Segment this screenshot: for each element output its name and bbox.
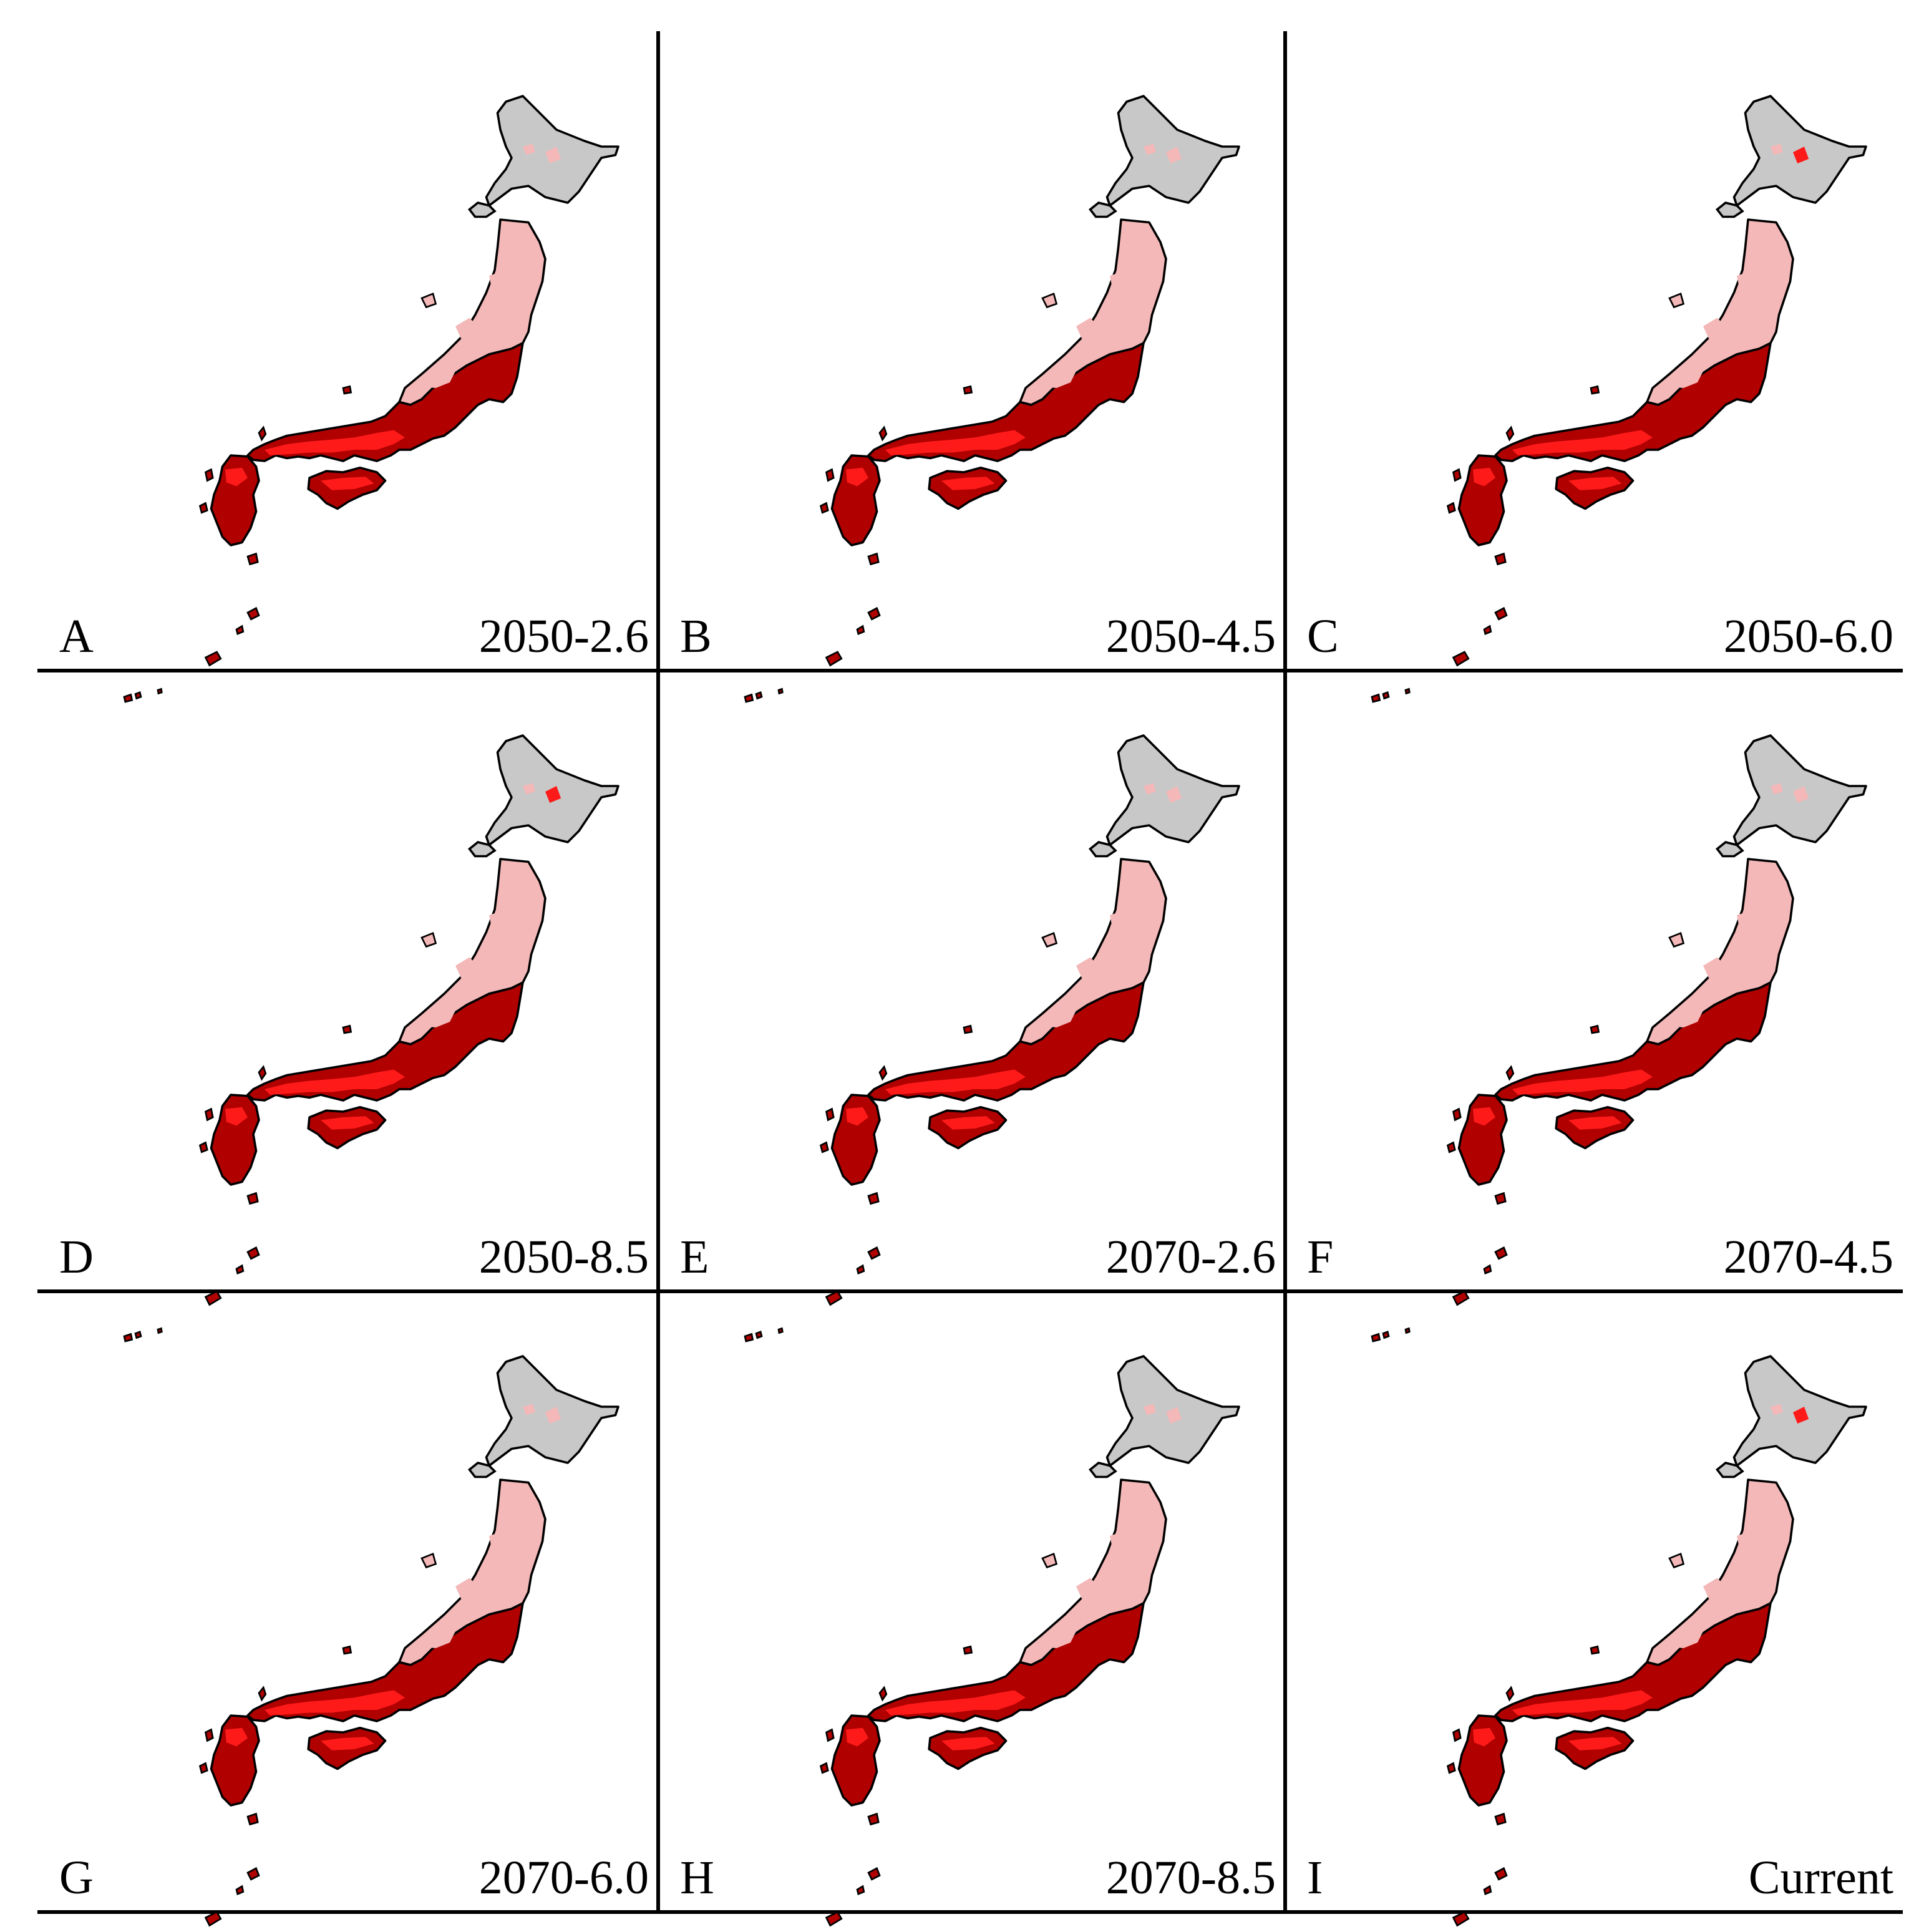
japan-map xyxy=(123,95,619,703)
japan-map xyxy=(744,95,1240,703)
japan-map xyxy=(1371,734,1867,1342)
map-panel-h: H 2070-8.5 xyxy=(680,1355,1276,1932)
panel-letter: B xyxy=(680,610,712,663)
hokkaido-suitability-spot xyxy=(1793,786,1809,803)
panel-scenario-label: 2050-6.0 xyxy=(1724,610,1893,663)
map-panel-d: D 2050-8.5 xyxy=(59,734,649,1342)
panel-scenario-label: 2050-4.5 xyxy=(1106,610,1276,663)
panel-scenario-label: 2070-6.0 xyxy=(479,1852,649,1904)
japan-map xyxy=(123,734,619,1342)
japan-map xyxy=(1371,1355,1867,1932)
hokkaido-suitability-spot xyxy=(1771,1404,1783,1415)
map-panel-c: C 2050-6.0 xyxy=(1307,95,1893,703)
hokkaido-suitability-spot xyxy=(1166,786,1182,803)
panel-scenario-label: 2070-4.5 xyxy=(1724,1231,1893,1283)
panel-grid xyxy=(37,31,1903,1914)
panel-letter: H xyxy=(680,1852,714,1904)
hokkaido-suitability-spot xyxy=(523,1404,535,1415)
hokkaido-suitability-spot xyxy=(1771,143,1783,155)
hokkaido-suitability-spot xyxy=(1793,1407,1809,1424)
panel-scenario-label: 2050-2.6 xyxy=(479,610,649,663)
japan-map xyxy=(1371,95,1867,703)
panel-scenario-label: Current xyxy=(1749,1852,1893,1904)
hokkaido-suitability-spot xyxy=(523,783,535,795)
panel-scenario-label: 2070-2.6 xyxy=(1106,1231,1276,1283)
hokkaido-suitability-spot xyxy=(1144,783,1156,795)
map-panel-e: E 2070-2.6 xyxy=(680,734,1276,1342)
hokkaido-suitability-spot xyxy=(523,143,535,155)
panel-letter: D xyxy=(59,1231,94,1283)
map-panel-g: G 2070-6.0 xyxy=(59,1355,649,1932)
hokkaido-suitability-spot xyxy=(1166,147,1182,163)
hokkaido-suitability-spot xyxy=(1144,1404,1156,1415)
panel-letter: I xyxy=(1307,1852,1323,1904)
panel-scenario-label: 2050-8.5 xyxy=(479,1231,649,1283)
panel-letter: A xyxy=(59,610,94,663)
panel-scenario-label: 2070-8.5 xyxy=(1106,1852,1276,1904)
hokkaido-suitability-spot xyxy=(545,1407,561,1424)
map-panel-a: A 2050-2.6 xyxy=(59,95,649,703)
japan-map xyxy=(744,1355,1240,1932)
hokkaido-suitability-spot xyxy=(545,147,561,163)
hokkaido-suitability-spot xyxy=(1771,783,1783,795)
japan-map xyxy=(744,734,1240,1342)
panel-letter: C xyxy=(1307,610,1339,663)
map-panel-b: B 2050-4.5 xyxy=(680,95,1276,703)
map-panels: A 2050-2.6 B 2050-4.5 C 2050-6.0 D 2050-8.5 E 207… xyxy=(59,95,1893,1932)
map-panel-i: I Current xyxy=(1307,1355,1893,1932)
japan-map xyxy=(123,1355,619,1932)
hokkaido-suitability-spot xyxy=(545,786,561,803)
panel-letter: F xyxy=(1307,1231,1333,1283)
hokkaido-suitability-spot xyxy=(1166,1407,1182,1424)
hokkaido-suitability-spot xyxy=(1144,143,1156,155)
hokkaido-suitability-spot xyxy=(1793,147,1809,163)
panel-letter: G xyxy=(59,1852,94,1904)
map-panel-f: F 2070-4.5 xyxy=(1307,734,1893,1342)
panel-letter: E xyxy=(680,1231,709,1283)
